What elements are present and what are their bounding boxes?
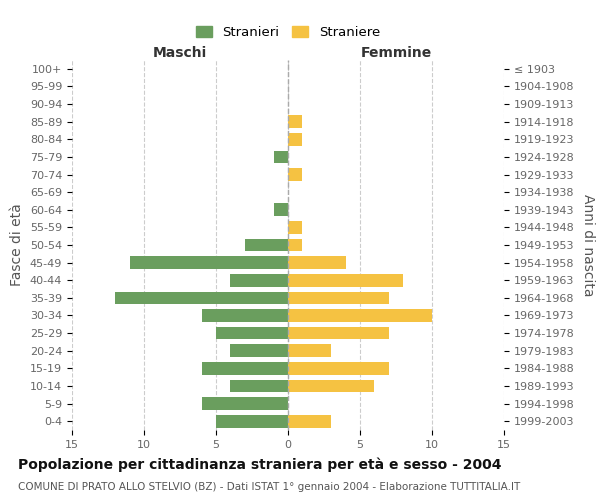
Bar [288, 292, 389, 304]
Bar [202, 309, 288, 322]
Bar [130, 256, 288, 269]
Bar [288, 380, 374, 392]
Bar [288, 415, 331, 428]
Bar [288, 116, 302, 128]
Bar [230, 380, 288, 392]
Bar [288, 274, 403, 286]
Bar [245, 238, 288, 252]
Bar [288, 362, 389, 374]
Bar [230, 344, 288, 357]
Text: Femmine: Femmine [361, 46, 431, 60]
Bar [274, 150, 288, 163]
Bar [202, 397, 288, 410]
Legend: Stranieri, Straniere: Stranieri, Straniere [192, 22, 384, 43]
Bar [288, 221, 302, 234]
Bar [230, 274, 288, 286]
Text: Maschi: Maschi [153, 46, 207, 60]
Bar [202, 362, 288, 374]
Text: COMUNE DI PRATO ALLO STELVIO (BZ) - Dati ISTAT 1° gennaio 2004 - Elaborazione TU: COMUNE DI PRATO ALLO STELVIO (BZ) - Dati… [18, 482, 520, 492]
Bar [288, 344, 331, 357]
Y-axis label: Fasce di età: Fasce di età [10, 204, 25, 286]
Bar [216, 415, 288, 428]
Bar [288, 168, 302, 181]
Bar [288, 327, 389, 340]
Bar [288, 238, 302, 252]
Y-axis label: Anni di nascita: Anni di nascita [581, 194, 595, 296]
Bar [288, 256, 346, 269]
Bar [274, 204, 288, 216]
Text: Popolazione per cittadinanza straniera per età e sesso - 2004: Popolazione per cittadinanza straniera p… [18, 458, 502, 472]
Bar [288, 133, 302, 145]
Bar [216, 327, 288, 340]
Bar [115, 292, 288, 304]
Bar [288, 309, 432, 322]
